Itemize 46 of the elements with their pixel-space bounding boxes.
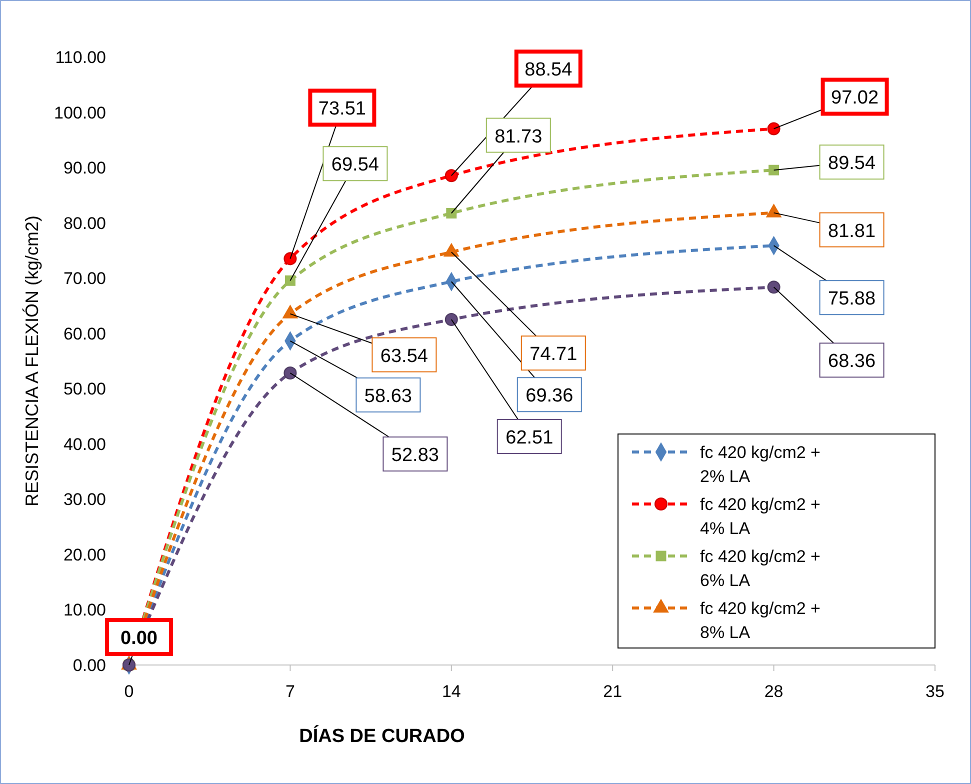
y-tick-label: 70.00 — [63, 269, 106, 288]
y-tick-label: 30.00 — [63, 490, 106, 510]
y-tick-label: 20.00 — [63, 545, 106, 564]
data-label: 81.81 — [828, 220, 876, 242]
y-tick-label: 60.00 — [63, 324, 106, 344]
data-label: 58.63 — [364, 386, 412, 407]
y-tick-label: 0.00 — [72, 656, 106, 675]
data-label: 88.54 — [524, 60, 573, 81]
y-tick-label: 100.00 — [54, 103, 106, 122]
x-tick-label: 14 — [442, 682, 461, 701]
point — [284, 252, 297, 266]
data-label: 81.73 — [494, 126, 542, 148]
legend-label: fc 420 kg/cm2 + 8% LA — [700, 599, 821, 642]
point — [446, 208, 457, 218]
x-tick-label: 7 — [285, 682, 295, 701]
x-tick-label: 21 — [603, 682, 622, 701]
data-label: 74.71 — [530, 344, 578, 366]
point — [767, 280, 780, 294]
x-axis-title: DÍAS DE CURADO — [299, 725, 465, 747]
data-label: 52.83 — [391, 444, 439, 466]
y-tick-label: 50.00 — [63, 380, 106, 399]
point — [284, 366, 297, 380]
y-tick-label: 90.00 — [63, 158, 106, 178]
y-tick-label: 40.00 — [63, 434, 106, 454]
data-label: 69.54 — [331, 154, 380, 176]
data-label: 97.02 — [831, 88, 879, 109]
y-tick-label: 10.00 — [63, 600, 106, 620]
point — [444, 169, 458, 182]
point — [444, 312, 458, 326]
x-tick-label: 0 — [124, 682, 134, 701]
y-tick-label: 110.00 — [55, 48, 106, 67]
data-label: 73.51 — [318, 98, 366, 120]
data-label: 0.00 — [120, 628, 158, 649]
point — [284, 275, 296, 286]
point — [768, 164, 780, 176]
data-label: 75.88 — [828, 288, 876, 310]
data-label: 62.51 — [506, 427, 554, 448]
y-tick-label: 80.00 — [63, 214, 106, 233]
x-tick-label: 35 — [926, 682, 944, 701]
point — [767, 122, 780, 136]
data-label: 89.54 — [828, 153, 876, 174]
data-label: 68.36 — [828, 351, 876, 372]
x-tick-label: 28 — [764, 682, 784, 701]
y-axis-title: RESISTENCIA A FLEXIÓN (kg/cm2) — [22, 215, 42, 507]
data-label: 63.54 — [380, 346, 428, 367]
data-label: 69.36 — [526, 386, 574, 407]
